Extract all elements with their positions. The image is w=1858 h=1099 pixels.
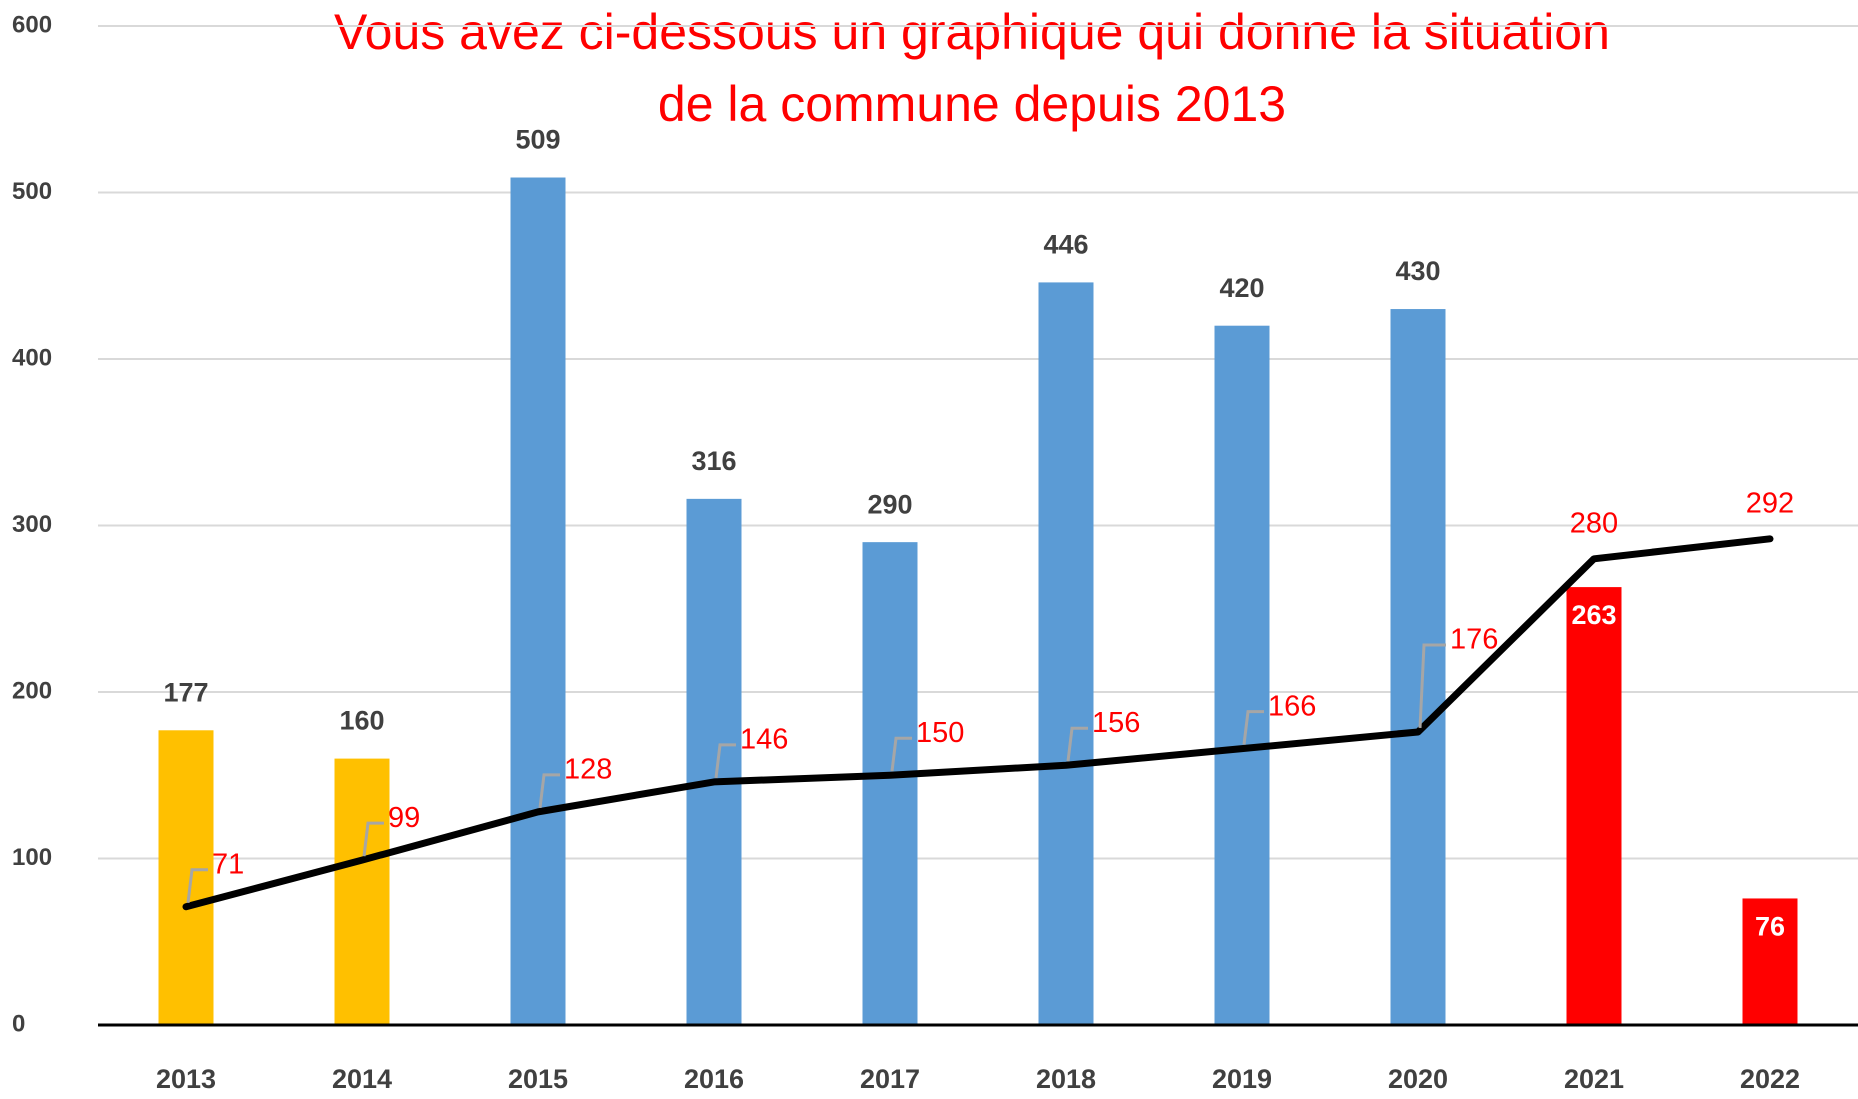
y-tick-label: 200 [12, 677, 52, 704]
leader-line [186, 868, 208, 903]
line-label: 280 [1570, 507, 1618, 539]
chart-title: de la commune depuis 2013 [658, 76, 1286, 132]
bar-label: 430 [1395, 256, 1440, 286]
y-tick-label: 300 [12, 511, 52, 538]
bar-label: 160 [339, 706, 384, 736]
leader-line [1418, 643, 1446, 729]
bar [1566, 587, 1622, 1025]
bar [1742, 898, 1798, 1025]
x-tick-label: 2015 [508, 1064, 568, 1094]
y-tick-label: 500 [12, 178, 52, 205]
y-tick-label: 100 [12, 844, 52, 871]
x-tick-label: 2018 [1036, 1064, 1096, 1094]
x-tick-label: 2019 [1212, 1064, 1272, 1094]
bar [158, 730, 214, 1025]
y-tick-label: 0 [12, 1010, 25, 1037]
line-label: 99 [388, 802, 420, 834]
x-tick-label: 2020 [1388, 1064, 1448, 1094]
x-tick-label: 2013 [156, 1064, 216, 1094]
bar-label: 509 [515, 125, 560, 155]
line-label: 150 [916, 717, 964, 749]
line-label: 156 [1092, 707, 1140, 739]
line-label: 146 [740, 724, 788, 756]
line-label: 166 [1268, 690, 1316, 722]
leader-line [1066, 726, 1088, 762]
bar [862, 542, 918, 1025]
leader-line [362, 821, 384, 857]
bar-label: 420 [1219, 273, 1264, 303]
bar [334, 758, 390, 1025]
leader-line [538, 773, 560, 809]
leader-line [714, 743, 736, 779]
x-tick-label: 2021 [1564, 1064, 1624, 1094]
line-label: 71 [212, 848, 244, 880]
bar-label: 177 [163, 677, 208, 707]
line [182, 535, 1774, 911]
bar [1214, 325, 1270, 1025]
bar [1038, 282, 1094, 1025]
leader-line [890, 736, 912, 772]
y-tick-label: 600 [12, 11, 52, 38]
x-tick-label: 2016 [684, 1064, 744, 1094]
bar-label: 446 [1043, 230, 1088, 260]
bar [686, 498, 742, 1025]
line-label: 292 [1746, 487, 1794, 519]
bar-label: 290 [867, 489, 912, 519]
y-tick-label: 400 [12, 344, 52, 371]
leader-line [1242, 710, 1264, 745]
bar [1390, 309, 1446, 1025]
bar [510, 177, 566, 1025]
line-label: 128 [564, 754, 612, 786]
x-tick-label: 2017 [860, 1064, 920, 1094]
line-label: 176 [1450, 624, 1498, 656]
bar-label: 263 [1571, 600, 1616, 630]
bar-label: 316 [691, 446, 736, 476]
x-tick-label: 2022 [1740, 1064, 1800, 1094]
chart-title: Vous avez ci-dessous un graphique qui do… [334, 4, 1610, 60]
x-tick-label: 2014 [332, 1064, 392, 1094]
bar-label: 76 [1755, 912, 1785, 942]
